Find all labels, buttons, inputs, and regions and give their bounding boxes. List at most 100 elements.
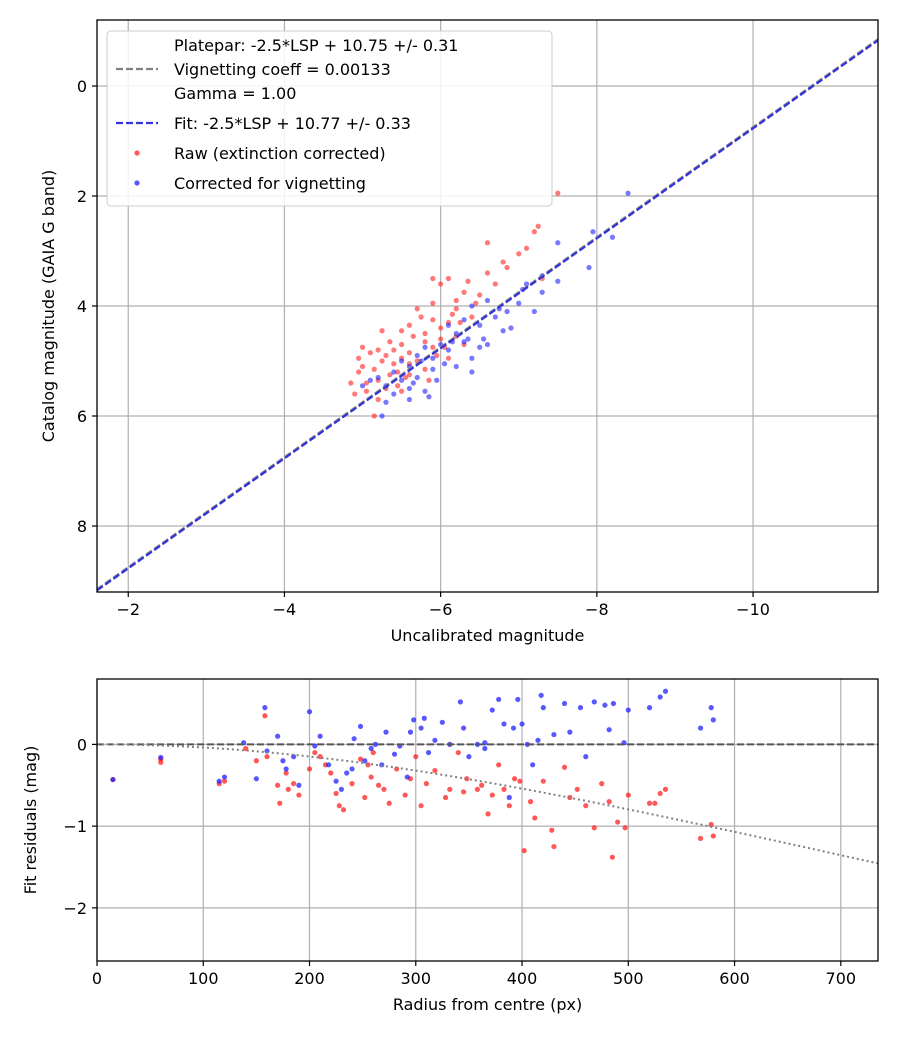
data-point — [391, 361, 397, 367]
data-point — [602, 702, 608, 708]
x-tick-label: 100 — [188, 969, 219, 988]
data-point — [317, 733, 323, 739]
data-point — [527, 799, 534, 805]
data-point — [496, 696, 502, 703]
series-raw — [348, 190, 561, 419]
y-tick-label: −2 — [63, 899, 87, 918]
data-point — [398, 377, 405, 383]
data-point — [445, 322, 452, 328]
data-point — [530, 762, 536, 768]
data-point — [430, 366, 436, 372]
data-point — [697, 835, 704, 841]
data-point — [391, 391, 397, 397]
data-point — [460, 725, 467, 731]
data-point — [489, 707, 495, 713]
data-point — [434, 352, 440, 359]
data-point — [441, 361, 448, 367]
y-tick-label: 2 — [77, 187, 87, 206]
data-point — [549, 827, 555, 833]
data-point — [432, 767, 438, 774]
x-tick-label: −10 — [736, 600, 770, 619]
x-tick-label: −2 — [116, 600, 140, 619]
data-point — [387, 339, 393, 345]
data-point — [348, 380, 354, 386]
data-point — [402, 792, 408, 798]
data-point — [469, 314, 475, 320]
data-point — [253, 776, 259, 782]
data-point — [662, 688, 669, 694]
axes-frame — [96, 678, 879, 962]
data-point — [395, 383, 401, 389]
y-tick-label: 4 — [77, 297, 87, 316]
data-point — [430, 275, 436, 282]
data-point — [438, 325, 444, 331]
legend-label: Platepar: -2.5*LSP + 10.75 +/- 0.31 — [174, 36, 458, 55]
data-point — [457, 319, 463, 326]
data-point — [590, 229, 596, 235]
data-point — [474, 786, 481, 792]
x-tick-label: 600 — [719, 969, 750, 988]
data-point — [421, 715, 427, 721]
data-point — [657, 694, 663, 700]
data-point — [411, 717, 417, 723]
data-point — [583, 754, 589, 760]
data-point — [506, 794, 512, 801]
data-point — [710, 833, 716, 839]
data-point — [306, 766, 313, 772]
data-point — [333, 790, 339, 797]
data-point — [473, 300, 479, 306]
data-point — [461, 317, 467, 323]
data-point — [357, 723, 364, 730]
plot-area — [97, 38, 878, 592]
data-point — [290, 781, 297, 787]
legend-dot-swatch — [134, 150, 140, 156]
data-point — [275, 733, 281, 739]
data-point — [356, 355, 362, 361]
data-point — [531, 229, 537, 235]
data-point — [371, 413, 377, 419]
data-point — [317, 754, 323, 760]
data-point — [296, 792, 302, 798]
data-point — [296, 782, 302, 788]
data-point — [158, 759, 164, 765]
data-point — [221, 774, 228, 780]
data-point — [383, 352, 389, 359]
data-point — [422, 330, 428, 337]
data-point — [646, 705, 653, 711]
data-point — [615, 819, 621, 825]
data-point — [379, 328, 385, 334]
data-point — [625, 190, 631, 196]
data-point — [453, 306, 459, 312]
data-point — [516, 300, 522, 306]
data-point — [375, 782, 382, 788]
series-corrected — [359, 190, 631, 419]
data-point — [414, 306, 420, 312]
data-point — [359, 383, 366, 389]
data-point — [445, 275, 452, 282]
data-point — [515, 696, 521, 703]
data-point — [504, 308, 510, 315]
data-point — [383, 399, 389, 405]
data-point — [697, 725, 704, 731]
data-point — [622, 825, 628, 831]
legend-label: Vignetting coeff = 0.00133 — [174, 60, 391, 79]
data-point — [375, 374, 381, 381]
data-point — [455, 749, 461, 756]
data-point — [561, 764, 568, 770]
data-point — [425, 749, 432, 756]
x-axis-label: Radius from centre (px) — [393, 995, 582, 1014]
data-point — [449, 311, 455, 317]
data-point — [461, 339, 467, 345]
data-point — [262, 705, 268, 711]
data-point — [535, 737, 541, 743]
data-point — [523, 245, 530, 251]
data-point — [264, 754, 270, 760]
data-point — [422, 366, 428, 372]
data-point — [407, 729, 414, 735]
data-point — [591, 825, 597, 831]
x-tick-label: −4 — [273, 600, 297, 619]
data-point — [465, 336, 471, 342]
data-point — [406, 350, 412, 356]
data-point — [606, 799, 612, 805]
data-point — [646, 800, 653, 806]
